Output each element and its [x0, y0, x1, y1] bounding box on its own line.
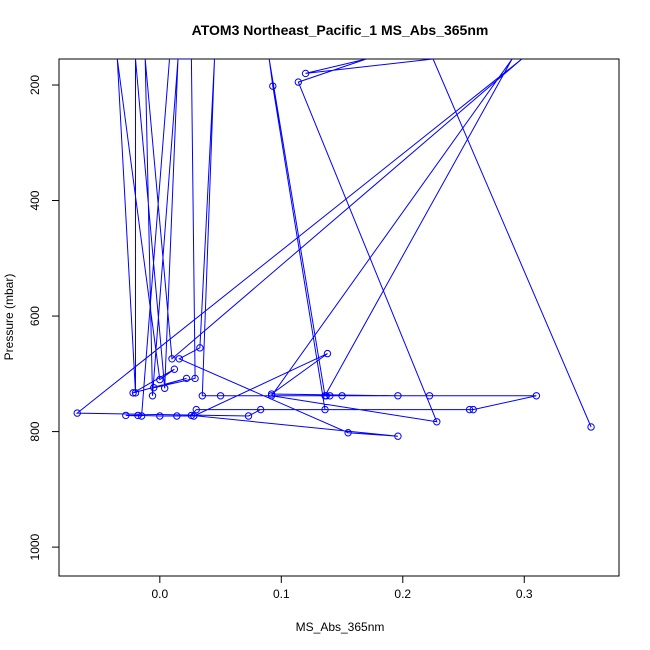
- data-point: [326, 392, 334, 400]
- x-tick-label: 0.2: [394, 587, 411, 601]
- y-tick-label: 600: [28, 306, 42, 326]
- data-point: [170, 365, 179, 373]
- y-tick-label: 200: [28, 75, 42, 95]
- data-point: [156, 412, 164, 420]
- x-tick-label: 0.0: [151, 587, 168, 601]
- y-tick-label: 800: [28, 421, 42, 441]
- data-point: [191, 374, 199, 383]
- y-tick-label: 1000: [28, 533, 42, 560]
- data-point: [150, 383, 158, 392]
- x-tick-label: 0.1: [273, 587, 290, 601]
- data-point: [323, 349, 332, 358]
- data-point: [256, 405, 265, 414]
- data-point: [267, 390, 276, 398]
- data-point: [469, 405, 477, 414]
- data-point: [196, 344, 204, 352]
- y-tick-label: 400: [28, 190, 42, 210]
- data-point: [465, 405, 474, 414]
- data-point: [394, 392, 402, 400]
- data-point: [198, 392, 207, 400]
- data-point: [338, 392, 346, 400]
- data-point: [137, 412, 146, 420]
- data-point: [175, 355, 183, 363]
- series-line: [75, 59, 592, 437]
- data-point: [156, 375, 164, 384]
- data-point: [160, 384, 169, 392]
- data-point: [182, 374, 191, 383]
- data-point: [294, 78, 303, 86]
- data-point: [433, 418, 441, 426]
- chart-title: ATOM3 Northeast_Pacific_1 MS_Abs_365nm: [192, 22, 489, 38]
- data-point: [344, 429, 352, 437]
- data-point: [131, 389, 140, 397]
- plot-area: 0.0 0.1 0.2 0.3 200 400 600 800 1000: [28, 58, 620, 601]
- data-point: [168, 355, 176, 363]
- data-point: [73, 409, 81, 417]
- data-point: [425, 392, 434, 400]
- data-point: [394, 432, 402, 440]
- data-point: [587, 423, 595, 431]
- data-point: [301, 69, 310, 78]
- data-point: [322, 392, 330, 400]
- x-axis-label: MS_Abs_365nm: [296, 620, 385, 634]
- data-point: [148, 392, 157, 400]
- data-point: [190, 412, 198, 420]
- data-point: [269, 82, 277, 90]
- data-point: [173, 412, 181, 420]
- data-point: [129, 389, 137, 397]
- data-point: [216, 392, 225, 400]
- plot-frame: [58, 58, 620, 577]
- data-point: [244, 412, 253, 420]
- data-point: [134, 411, 142, 420]
- data-point: [532, 392, 541, 400]
- data-point: [321, 405, 329, 414]
- x-tick-label: 0.3: [516, 587, 533, 601]
- data-point: [192, 405, 200, 414]
- y-axis-label: Pressure (mbar): [2, 274, 16, 361]
- data-series: [73, 59, 595, 440]
- data-point: [122, 411, 130, 420]
